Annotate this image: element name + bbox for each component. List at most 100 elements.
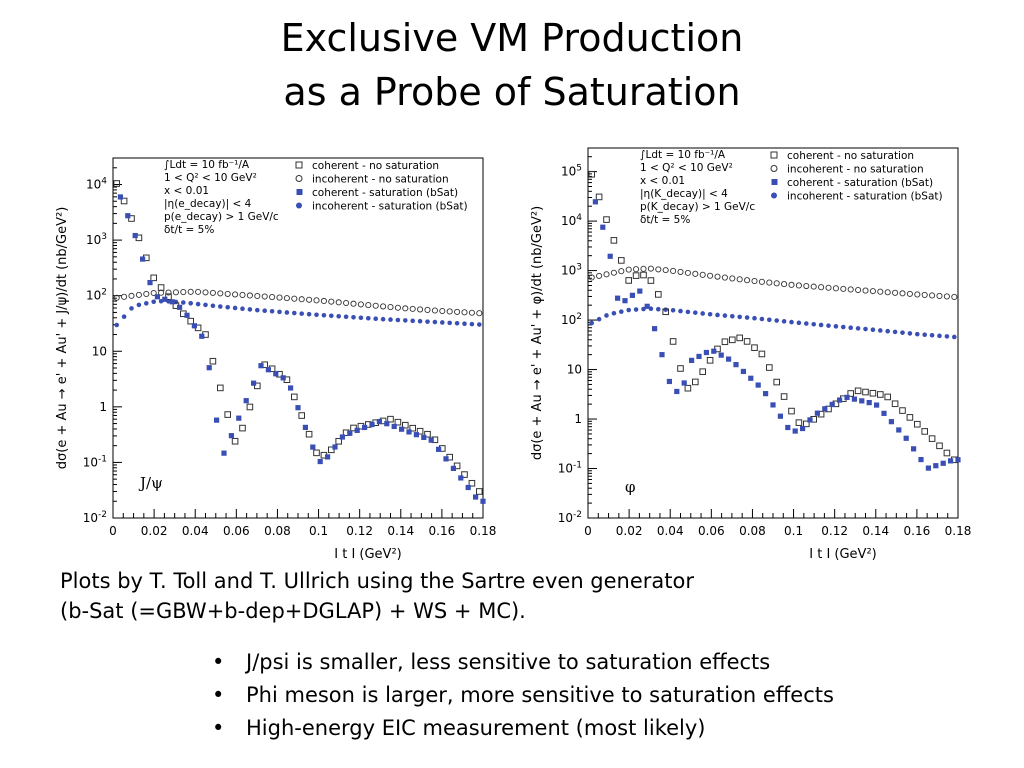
x-tick-label: 0.12: [346, 524, 373, 538]
bullet-text: Phi meson is larger, more sensitive to s…: [246, 683, 834, 707]
point-coh-sat: [369, 421, 375, 428]
point-incoh-sat: [619, 309, 624, 314]
point-incoh-sat: [589, 320, 594, 326]
caption: Plots by T. Toll and T. Ullrich using th…: [60, 566, 694, 626]
point-coh-nosat: [788, 407, 795, 415]
point-incoh-sat: [380, 316, 386, 322]
point-coh-nosat: [113, 180, 121, 187]
point-incoh-nosat: [736, 276, 743, 283]
point-coh-sat: [280, 375, 286, 381]
point-incoh-nosat: [476, 310, 483, 317]
point-incoh-sat: [440, 320, 445, 325]
point-incoh-sat: [707, 311, 713, 317]
point-incoh-nosat: [781, 281, 788, 288]
point-coh-nosat: [729, 336, 736, 344]
point-incoh-nosat: [239, 291, 246, 298]
x-tick-label: 0.04: [182, 524, 209, 538]
point-coh-sat: [733, 362, 739, 368]
legend-entry: coherent - saturation (bSat): [312, 187, 458, 199]
point-coh-nosat: [773, 378, 781, 386]
point-coh-nosat: [936, 442, 943, 450]
point-incoh-nosat: [899, 290, 906, 297]
point-incoh-sat: [210, 303, 216, 309]
annotation-line: p(K_decay) > 1 GeV/c: [640, 201, 755, 213]
point-incoh-sat: [626, 307, 631, 313]
point-incoh-nosat: [929, 292, 936, 299]
point-coh-sat: [600, 224, 606, 230]
point-incoh-sat: [136, 302, 142, 308]
point-incoh-nosat: [744, 277, 751, 284]
point-coh-sat: [748, 375, 754, 381]
point-incoh-sat: [900, 330, 905, 335]
legend-marker: [296, 189, 303, 195]
point-coh-nosat: [877, 391, 884, 398]
point-incoh-nosat: [143, 290, 150, 297]
point-coh-sat: [903, 435, 909, 441]
legend-entry: incoherent - no saturation: [787, 164, 924, 176]
point-coh-sat: [659, 352, 665, 358]
x-tick-label: 0.18: [470, 524, 497, 538]
point-coh-nosat: [906, 414, 914, 421]
point-coh-sat: [140, 256, 146, 262]
point-incoh-sat: [262, 308, 268, 314]
point-coh-sat: [384, 421, 390, 427]
point-coh-nosat: [409, 424, 416, 432]
point-incoh-nosat: [217, 290, 224, 297]
legend-entry: coherent - no saturation: [312, 160, 439, 172]
point-incoh-nosat: [454, 308, 461, 315]
point-incoh-nosat: [766, 279, 773, 286]
point-coh-nosat: [869, 389, 877, 397]
point-incoh-sat: [678, 308, 683, 314]
point-coh-sat: [703, 349, 709, 356]
point-incoh-nosat: [832, 285, 839, 292]
point-coh-sat: [955, 457, 961, 463]
bullet-list: • J/psi is smaller, less sensitive to sat…: [210, 646, 834, 745]
point-coh-sat: [228, 433, 234, 439]
point-incoh-sat: [114, 322, 119, 328]
point-incoh-nosat: [283, 295, 290, 302]
point-incoh-sat: [722, 313, 728, 318]
point-coh-sat: [888, 419, 894, 425]
bullet-text: J/psi is smaller, less sensitive to satu…: [246, 650, 771, 674]
point-coh-sat: [622, 298, 628, 304]
y-tick-label: 102: [561, 312, 582, 327]
point-incoh-nosat: [707, 272, 714, 279]
point-incoh-sat: [826, 323, 831, 328]
point-incoh-sat: [752, 315, 757, 321]
point-incoh-sat: [292, 310, 297, 316]
point-incoh-nosat: [357, 301, 364, 308]
point-incoh-sat: [767, 317, 772, 323]
point-coh-sat: [822, 406, 828, 412]
point-coh-nosat: [692, 378, 699, 386]
point-incoh-sat: [656, 306, 661, 312]
slide-title-line2: as a Probe of Saturation: [283, 70, 741, 114]
point-coh-nosat: [128, 215, 135, 222]
point-incoh-nosat: [187, 288, 194, 295]
point-incoh-sat: [247, 307, 253, 312]
x-tick-label: 0.1: [784, 524, 803, 538]
point-coh-sat: [696, 353, 702, 360]
point-incoh-sat: [685, 309, 691, 315]
point-coh-sat: [221, 450, 227, 456]
plots-canvas: 0 0.02 0.04 0.06 0.08 0.1 0.12 0.14 0.16 0.18 10-2…: [55, 147, 971, 560]
point-incoh-sat: [343, 314, 349, 320]
point-coh-nosat: [150, 274, 157, 282]
point-incoh-nosat: [840, 285, 847, 292]
point-incoh-nosat: [884, 289, 891, 296]
point-incoh-sat: [715, 312, 720, 318]
point-incoh-sat: [314, 312, 319, 318]
point-coh-nosat: [254, 382, 261, 390]
y-tick-label: 10-1: [558, 461, 582, 476]
point-incoh-nosat: [402, 305, 409, 312]
point-coh-sat: [644, 303, 650, 309]
point-coh-nosat: [751, 344, 758, 351]
point-incoh-nosat: [825, 284, 832, 291]
point-incoh-nosat: [246, 292, 253, 299]
point-incoh-nosat: [165, 289, 172, 296]
point-incoh-nosat: [417, 306, 424, 313]
point-incoh-nosat: [446, 308, 453, 315]
point-incoh-sat: [804, 321, 809, 326]
point-incoh-nosat: [468, 309, 475, 316]
point-incoh-sat: [596, 316, 602, 322]
point-incoh-sat: [841, 324, 846, 330]
